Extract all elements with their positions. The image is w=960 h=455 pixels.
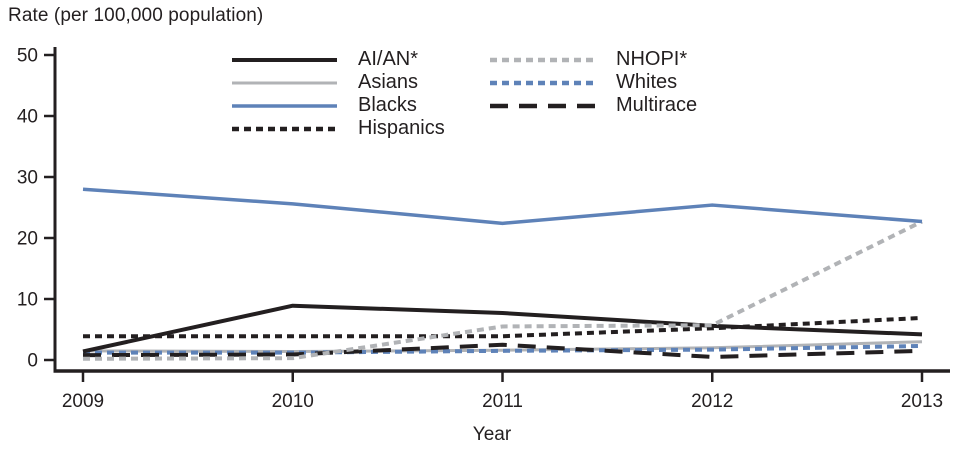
legend-label: Multirace [616,94,698,116]
series-line-ai-an- [82,303,923,354]
legend-swatch-asians [232,81,337,84]
legend-label: NHOPI* [616,48,688,70]
series-line-asians [82,340,923,353]
legend-item-hispanics: Hispanics [232,117,445,140]
legend-swatch-blacks [232,103,337,108]
series-line-hispanics [83,315,923,339]
legend-swatch-nhopi- [490,57,595,62]
legend-swatch-whites [490,80,595,85]
x-tick-label: 2010 [272,391,314,412]
y-axis-title: Rate (per 100,000 population) [8,5,264,26]
legend-item-nhopi-: NHOPI* [490,48,697,71]
series-line-blacks [82,187,923,226]
x-tick-label: 2011 [482,391,523,412]
legend-item-asians: Asians [232,71,445,94]
series-line-multirace [82,342,923,359]
legend-label: Whites [616,71,678,93]
legend-item-blacks: Blacks [232,94,445,117]
legend-item-ai-an-: AI/AN* [232,48,445,71]
y-tick-label: 30 [17,168,38,189]
legend-label: AI/AN* [358,48,419,70]
x-tick-label: 2009 [62,391,104,412]
legend-item-whites: Whites [490,71,697,94]
series-line-nhopi- [82,219,923,361]
legend-swatch-multirace [490,103,595,108]
legend-label: Asians [358,71,419,93]
y-tick-label: 40 [17,107,38,128]
x-axis-title: Year [473,424,512,445]
legend-label: Blacks [358,94,417,116]
y-tick-label: 0 [27,351,38,372]
x-tick-label: 2013 [901,391,943,412]
y-tick-label: 50 [17,46,38,67]
x-tick-label: 2012 [691,391,733,412]
series-line-whites [83,343,923,355]
legend-label: Hispanics [358,117,445,139]
y-tick-label: 10 [17,290,38,311]
legend-swatch-ai-an- [232,57,337,62]
legend-column-2: NHOPI* Whites Multirace [490,48,697,117]
legend-item-multirace: Multirace [490,94,697,117]
legend-swatch-hispanics [232,126,337,131]
legend-column-1: AI/AN* Asians Blacks Hispanics [232,48,445,140]
y-tick-label: 20 [17,229,38,250]
